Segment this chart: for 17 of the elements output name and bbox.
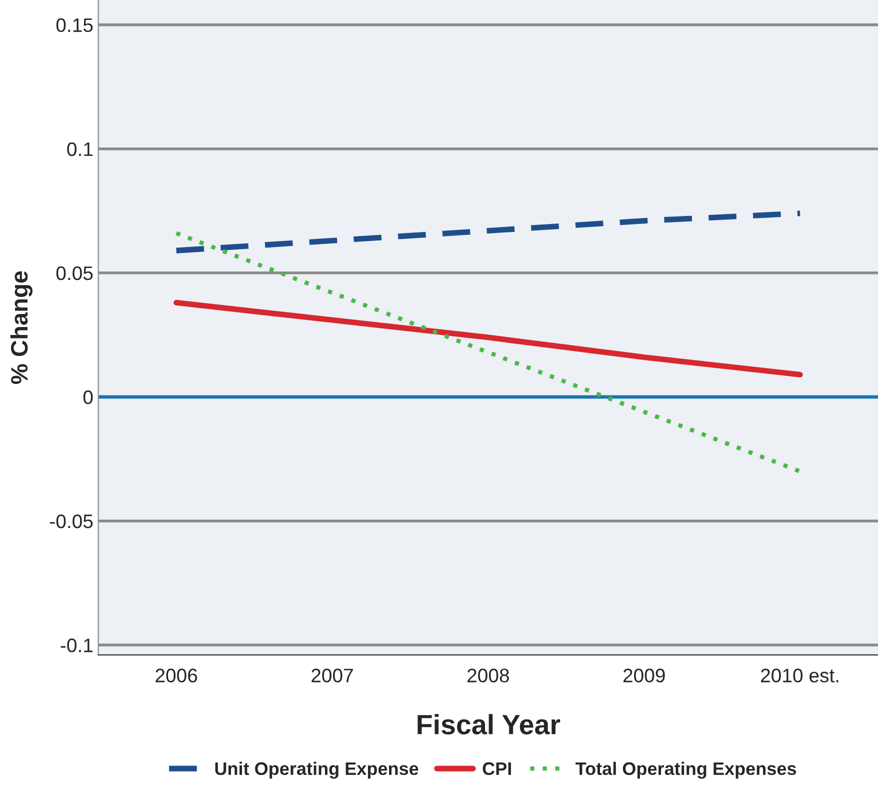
legend-label: CPI (482, 762, 511, 776)
x-axis-title: Fiscal Year (418, 714, 560, 734)
line-series (174, 231, 802, 474)
y-tick-label: 0.05 (56, 266, 93, 280)
y-tick-label: 0.1 (67, 142, 93, 156)
x-tick-label: 2006 (156, 668, 198, 682)
x-tick-label: 2007 (312, 668, 353, 682)
legend-label: Total Operating Expenses (576, 762, 796, 779)
y-tick-label: 0 (83, 390, 93, 404)
legend-label: Unit Operating Expense (215, 762, 418, 779)
x-tick-label: 2009 (623, 668, 665, 682)
x-tick-label: 2010 est. (761, 668, 838, 682)
y-tick-label: 0.15 (56, 18, 93, 32)
x-tick-label: 2008 (468, 668, 509, 682)
y-tick-label: -0.05 (50, 514, 93, 528)
y-axis-title: % Change (10, 271, 32, 384)
y-tick-label: -0.1 (60, 638, 93, 652)
